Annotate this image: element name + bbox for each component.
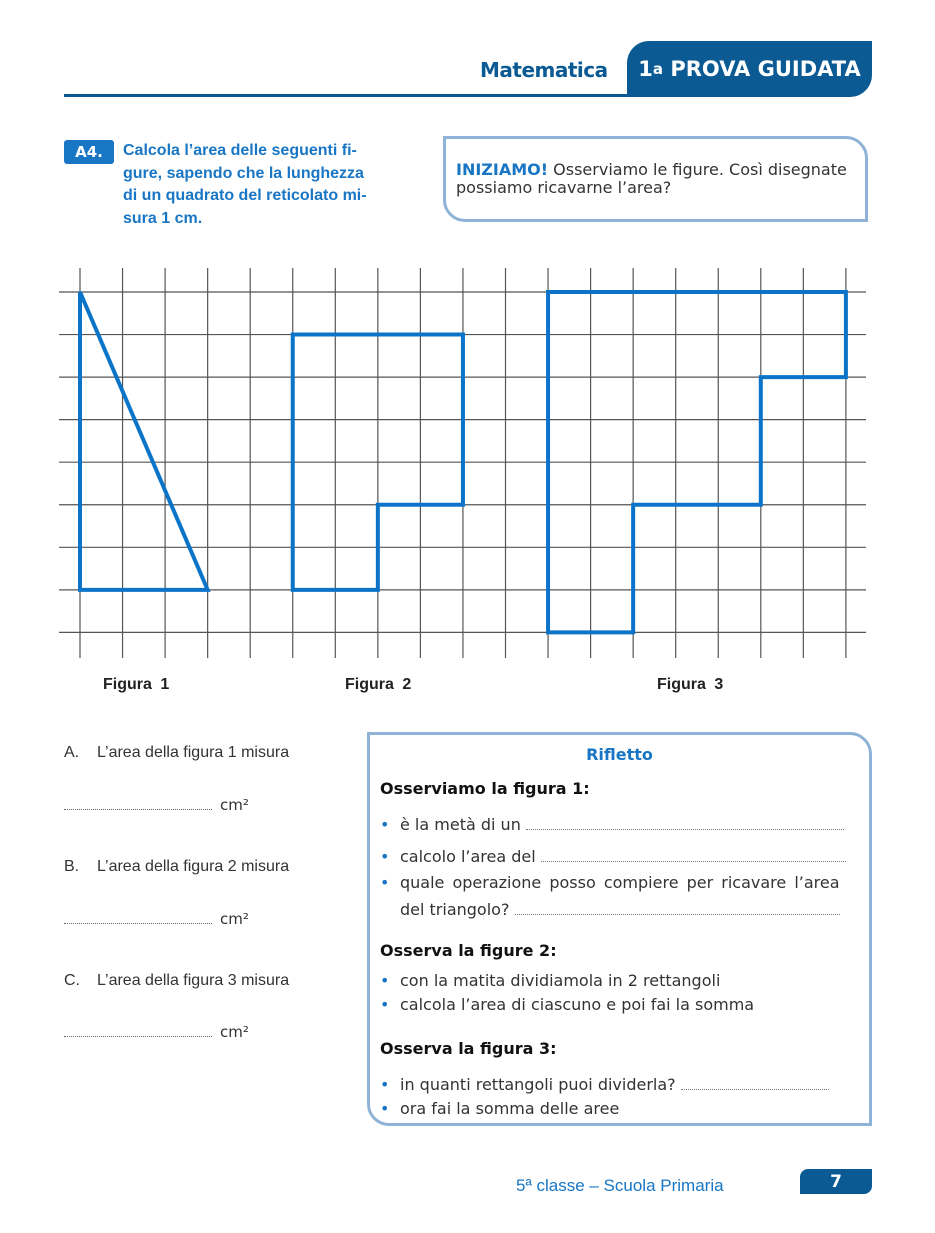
instruction-line: sura 1 cm.	[123, 209, 203, 227]
hint-text: Osserviamo le figure. Così disegnate	[553, 160, 847, 179]
answer-blank[interactable]	[64, 923, 212, 924]
item-text: calcolo l’area del	[400, 847, 536, 866]
section-heading: Osserva la figura 3:	[380, 1039, 557, 1058]
list-item: • calcolo l’area del	[380, 847, 846, 866]
list-item: • ora fai la somma delle aree	[380, 1099, 620, 1118]
hint-lead: INIZIAMO!	[456, 160, 549, 179]
item-text: in quanti rettangoli puoi dividerla?	[400, 1075, 676, 1094]
section-heading: Osserviamo la figura 1:	[380, 779, 590, 798]
list-item: • calcola l’area di ciascuno e poi fai la…	[380, 995, 755, 1014]
figure-3-label: Figura 3	[657, 676, 724, 693]
answer-c[interactable]: cm²	[64, 1023, 249, 1041]
item-text: quale operazione posso compiere per rica…	[400, 873, 840, 892]
answer-blank[interactable]	[514, 914, 840, 915]
item-text: con la matita dividiamola in 2 rettangol…	[400, 971, 721, 990]
instruction-line: gure, sapendo che la lunghezza	[123, 164, 364, 182]
rifletto-box: Rifletto Osserviamo la figura 1: • è la m…	[367, 732, 872, 1126]
figure-2-label: Figura 2	[345, 676, 412, 693]
unit: cm²	[220, 796, 249, 814]
question-letter: A.	[64, 744, 80, 761]
exercise-badge: A4.	[64, 140, 114, 164]
answer-a[interactable]: cm²	[64, 796, 249, 814]
test-number: 1	[638, 57, 653, 81]
question-text: L’area della figura 1 misura	[97, 744, 290, 761]
instruction-line: Calcola l’area delle seguenti fi-	[123, 142, 357, 159]
instruction-line: di un quadrato del reticolato mi-	[123, 187, 367, 204]
question-c: C. L’area della figura 3 misura	[64, 972, 289, 990]
page-number: 7	[800, 1169, 872, 1194]
answer-b[interactable]: cm²	[64, 910, 249, 928]
hint-text: possiamo ricavarne l’area?	[456, 178, 672, 197]
subject-title: Matematica	[480, 58, 608, 82]
square-grid	[59, 268, 866, 658]
exercise-instruction: Calcola l’area delle seguenti fi- gure, …	[123, 140, 423, 230]
test-label: PROVA GUIDATA	[670, 57, 861, 81]
question-a: A. L’area della figura 1 misura	[64, 744, 289, 762]
question-b: B. L’area della figura 2 misura	[64, 858, 289, 876]
footer-class: 5ª classe – Scuola Primaria	[516, 1176, 724, 1195]
list-item: • in quanti rettangoli puoi dividerla?	[380, 1075, 829, 1094]
answer-blank[interactable]	[64, 809, 212, 810]
list-item: • quale operazione posso compiere per ric…	[380, 873, 840, 892]
test-ordinal: a	[652, 60, 664, 78]
question-letter: C.	[64, 972, 80, 989]
section-heading: Osserva la figure 2:	[380, 941, 557, 960]
item-text: ora fai la somma delle aree	[400, 1099, 620, 1118]
figure-3-shape	[546, 290, 848, 635]
header-rule	[64, 94, 634, 97]
hint-box: INIZIAMO! Osserviamo le figure. Così dis…	[443, 136, 868, 222]
unit: cm²	[220, 910, 249, 928]
list-item-continuation: del triangolo?	[380, 900, 840, 919]
question-letter: B.	[64, 858, 80, 875]
figure-1-label: Figura 1	[103, 676, 170, 693]
question-text: L’area della figura 3 misura	[97, 972, 290, 989]
list-item: • è la metà di un	[380, 815, 844, 834]
item-text: calcola l’area di ciascuno e poi fai la …	[400, 995, 755, 1014]
unit: cm²	[220, 1023, 249, 1041]
rifletto-title: Rifletto	[586, 745, 653, 764]
figure-1-shape	[78, 291, 211, 592]
item-text: del triangolo?	[400, 900, 510, 919]
figure-2-shape	[290, 332, 465, 592]
answer-blank[interactable]	[64, 1036, 212, 1037]
item-text: è la metà di un	[400, 815, 521, 834]
answer-blank[interactable]	[680, 1089, 829, 1090]
answer-blank[interactable]	[540, 861, 846, 862]
answer-blank[interactable]	[525, 829, 844, 830]
question-text: L’area della figura 2 misura	[97, 858, 290, 875]
list-item: • con la matita dividiamola in 2 rettango…	[380, 971, 721, 990]
